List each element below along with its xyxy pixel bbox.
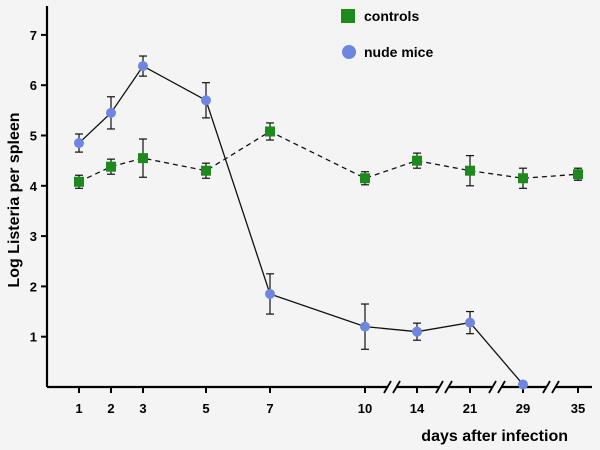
- x-tick-label: 29: [516, 401, 530, 416]
- legend-label-nude-mice: nude mice: [364, 44, 433, 60]
- y-tick-label: 3: [30, 229, 37, 244]
- axis-break-gap: [546, 379, 556, 395]
- data-point-controls: [412, 155, 422, 166]
- x-tick-label: 35: [571, 401, 585, 416]
- x-tick-label: 5: [202, 401, 209, 416]
- x-tick-label: 1: [75, 401, 82, 416]
- series-line-nude-mice: [78, 65, 524, 385]
- legend-marker-controls: [341, 9, 355, 23]
- y-tick-label: 5: [30, 129, 37, 144]
- data-point-nude-mice: [74, 138, 84, 149]
- legend-label-controls: controls: [364, 8, 419, 24]
- y-tick-label: 2: [30, 279, 37, 294]
- x-axis-label: days after infection: [421, 428, 568, 445]
- x-tick-label: 14: [410, 401, 425, 416]
- data-point-controls: [106, 161, 116, 172]
- axis-break-gap: [439, 379, 449, 395]
- x-tick-label: 7: [266, 401, 273, 416]
- legend: controls nude mice: [341, 8, 433, 60]
- data-point-nude-mice: [465, 317, 475, 328]
- data-point-controls: [74, 176, 84, 187]
- data-point-nude-mice: [265, 288, 275, 299]
- axis-break-mark: [551, 380, 560, 394]
- x-tick-label: 10: [358, 401, 372, 416]
- legend-marker-nude-mice: [342, 45, 356, 59]
- y-tick-label: 4: [30, 179, 38, 194]
- data-point-controls: [265, 126, 275, 137]
- axis-break-mark: [383, 380, 392, 394]
- data-point-controls: [573, 169, 583, 180]
- axis-break-mark: [542, 380, 551, 394]
- y-tick-label: 1: [30, 330, 37, 345]
- x-tick-label: 21: [463, 401, 477, 416]
- axis-break-gap: [492, 379, 502, 395]
- y-axis-label: Log Listeria per spleen: [6, 112, 23, 287]
- series-line-controls: [78, 130, 579, 183]
- y-tick-label: 7: [30, 28, 37, 43]
- axis-break-mark: [392, 380, 401, 394]
- data-point-nude-mice: [412, 326, 422, 337]
- x-tick-label: 3: [139, 401, 146, 416]
- axis-break-gap: [387, 379, 397, 395]
- data-point-nude-mice: [201, 95, 211, 106]
- data-point-nude-mice: [360, 321, 370, 332]
- data-point-nude-mice: [518, 379, 528, 390]
- data-point-nude-mice: [106, 107, 116, 118]
- axis-break-mark: [444, 380, 453, 394]
- axis-break-mark: [497, 380, 506, 394]
- data-point-controls: [360, 173, 370, 184]
- data-point-controls: [201, 165, 211, 176]
- axis-break-mark: [488, 380, 497, 394]
- axis-break-mark: [435, 380, 444, 394]
- data-point-nude-mice: [138, 61, 148, 72]
- x-tick-label: 2: [107, 401, 114, 416]
- data-point-controls: [465, 165, 475, 176]
- data-point-controls: [138, 153, 148, 164]
- y-tick-label: 6: [30, 78, 37, 93]
- data-point-controls: [518, 173, 528, 184]
